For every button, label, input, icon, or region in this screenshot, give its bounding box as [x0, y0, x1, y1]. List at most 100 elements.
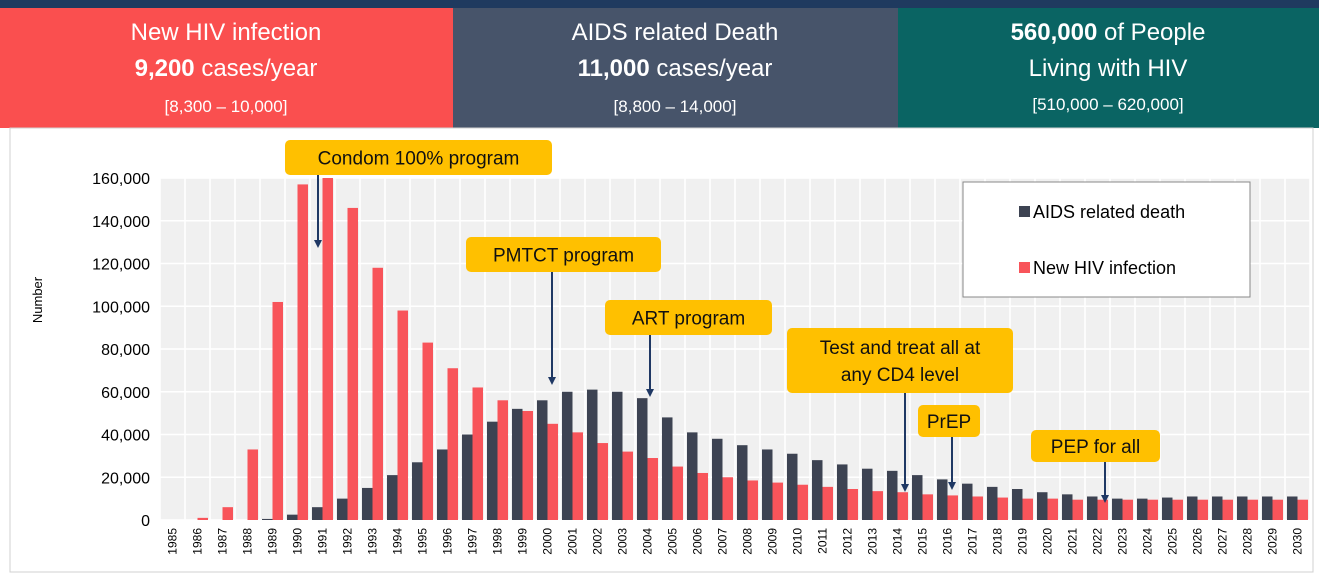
bar	[922, 494, 933, 520]
bar	[272, 301, 283, 520]
x-tick-label: 1993	[366, 528, 380, 555]
y-axis-label: Number	[30, 276, 45, 323]
header-value: 11,000	[578, 55, 650, 82]
bar	[1022, 498, 1033, 520]
bar	[637, 398, 648, 520]
y-tick-label: 40,000	[101, 428, 150, 445]
x-tick-label: 2026	[1191, 528, 1205, 555]
x-tick-label: 1995	[416, 528, 430, 555]
bar	[1097, 499, 1108, 520]
legend-swatch	[1019, 206, 1030, 217]
x-tick-label: 2011	[816, 528, 830, 554]
y-tick-label: 160,000	[92, 171, 150, 188]
x-tick-label: 1996	[441, 528, 455, 555]
x-tick-label: 2018	[991, 528, 1005, 555]
bar	[662, 417, 673, 520]
x-tick-label: 2004	[641, 528, 655, 555]
bar	[1237, 496, 1248, 520]
x-tick-label: 2012	[841, 528, 855, 555]
x-tick-label: 2008	[741, 528, 755, 555]
annotation-text: PMTCT program	[493, 246, 634, 267]
x-tick-label: 2023	[1116, 528, 1130, 555]
x-tick-label: 2010	[791, 528, 805, 555]
header-unit: cases/year	[656, 55, 772, 82]
bar	[222, 507, 233, 520]
bar	[772, 482, 783, 520]
header-range: [510,000 – 620,000]	[1032, 95, 1183, 114]
x-tick-label: 2014	[891, 528, 905, 555]
header-unit: of People	[1104, 19, 1205, 46]
annotation-box	[787, 328, 1013, 393]
x-tick-label: 1994	[391, 528, 405, 555]
bar	[622, 451, 633, 520]
header-subtitle: Living with HIV	[1029, 55, 1188, 82]
x-tick-label: 2022	[1091, 528, 1105, 555]
bar	[1087, 496, 1098, 520]
bar	[1172, 499, 1183, 520]
header-unit: cases/year	[201, 55, 317, 82]
bar	[1262, 496, 1273, 520]
x-tick-label: 1992	[341, 528, 355, 555]
x-tick-label: 2028	[1241, 528, 1255, 555]
x-tick-label: 1990	[291, 528, 305, 555]
bar	[362, 487, 373, 520]
x-tick-label: 2007	[716, 528, 730, 555]
x-tick-label: 2013	[866, 528, 880, 555]
header-box	[0, 8, 453, 128]
bar	[1212, 496, 1223, 520]
annotation-box	[918, 405, 980, 437]
annotation-arrowhead	[548, 377, 556, 385]
x-tick-label: 2017	[966, 528, 980, 555]
bar	[987, 486, 998, 520]
x-tick-label: 1986	[191, 528, 205, 555]
x-tick-label: 2001	[566, 528, 580, 555]
y-tick-label: 100,000	[92, 299, 150, 316]
bar	[897, 492, 908, 520]
annotation-text: any CD4 level	[841, 365, 959, 386]
x-tick-label: 2000	[541, 528, 555, 555]
chart-frame	[9, 127, 1314, 573]
bar	[872, 491, 883, 520]
bar	[1072, 499, 1083, 520]
annotation-text: Test and treat all at	[820, 338, 981, 359]
bar	[687, 432, 698, 520]
annotation-text: PEP for all	[1051, 437, 1140, 458]
x-tick-label: 2009	[766, 528, 780, 555]
bar	[647, 458, 658, 520]
bar	[737, 445, 748, 520]
bar	[822, 486, 833, 520]
bar	[962, 483, 973, 520]
annotation-arrowhead	[901, 484, 909, 492]
bar	[1137, 498, 1148, 520]
bar	[247, 449, 258, 520]
x-tick-label: 2020	[1041, 528, 1055, 555]
x-tick-label: 2027	[1216, 528, 1230, 555]
y-tick-label: 60,000	[101, 385, 150, 402]
legend-label: AIDS related death	[1033, 202, 1185, 222]
bar	[787, 453, 798, 520]
x-tick-label: 2006	[691, 528, 705, 555]
annotation-arrowhead	[1101, 495, 1109, 503]
bar	[437, 449, 448, 520]
x-tick-label: 2029	[1266, 528, 1280, 555]
bar	[1247, 499, 1258, 520]
x-tick-label: 2016	[941, 528, 955, 555]
y-tick-label: 120,000	[92, 257, 150, 274]
x-tick-label: 1998	[491, 528, 505, 555]
bar	[512, 408, 523, 520]
bar	[262, 518, 273, 520]
annotation-box	[1031, 430, 1160, 462]
x-tick-label: 2002	[591, 528, 605, 555]
annotation-box	[605, 300, 772, 335]
bar	[322, 178, 333, 520]
bar	[937, 479, 948, 520]
bar	[947, 495, 958, 520]
x-tick-label: 2021	[1066, 528, 1080, 555]
annotation-arrowhead	[948, 482, 956, 490]
bar	[1287, 496, 1298, 520]
bar	[497, 400, 508, 520]
bar	[337, 498, 348, 520]
bar	[997, 497, 1008, 520]
top-strip	[0, 0, 1319, 8]
